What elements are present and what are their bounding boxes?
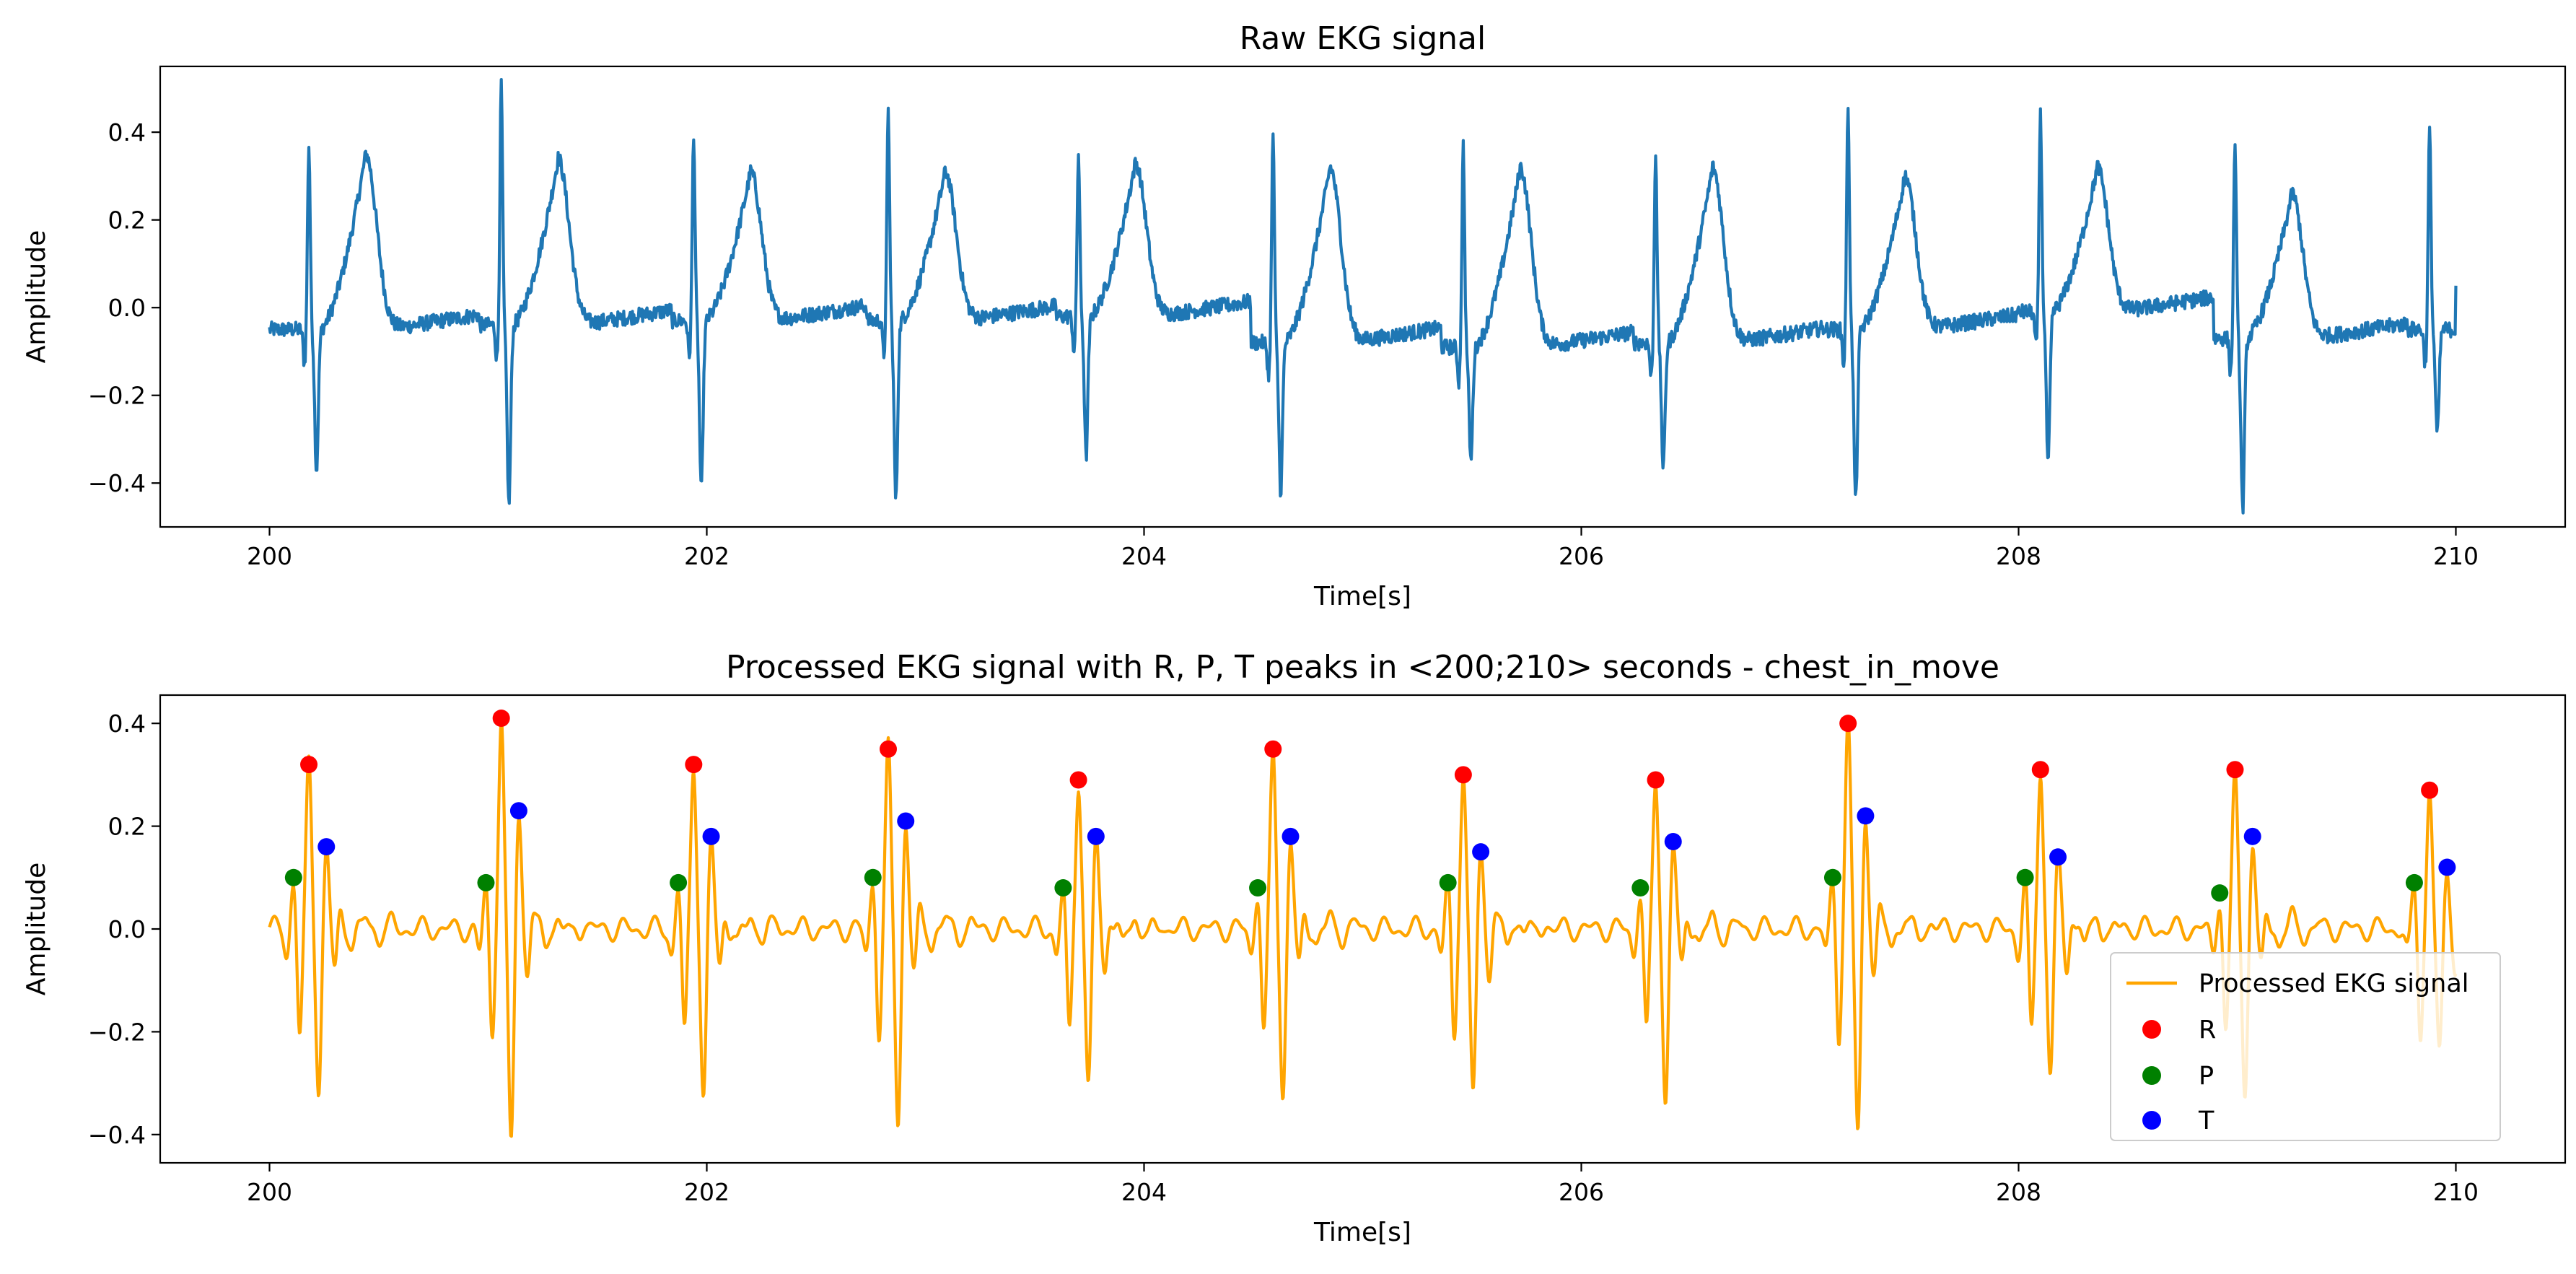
t-peak-point bbox=[2438, 858, 2456, 876]
p-peak-point bbox=[864, 868, 882, 886]
t-peak-point bbox=[2243, 827, 2261, 845]
p-peak-point bbox=[2016, 868, 2034, 886]
legend-label: R bbox=[2199, 1016, 2216, 1044]
t-peak-point bbox=[1282, 827, 1300, 845]
t-peak-point bbox=[897, 812, 915, 830]
t-peak-point bbox=[1472, 843, 1490, 861]
p-peak-point bbox=[284, 868, 302, 886]
y-tick-label: 0.4 bbox=[108, 118, 146, 147]
chart-title: Processed EKG signal with R, P, T peaks … bbox=[726, 649, 1999, 686]
p-peak-point bbox=[2405, 873, 2423, 891]
r-peak-point bbox=[1069, 771, 1087, 789]
p-peak-point bbox=[477, 873, 495, 891]
t-peak-point bbox=[2049, 848, 2067, 866]
t-peak-point bbox=[1087, 827, 1105, 845]
axes-frame bbox=[159, 65, 2567, 528]
y-axis-label: Amplitude bbox=[22, 863, 51, 995]
r-peak-point bbox=[1647, 771, 1665, 789]
legend-label: Processed EKG signal bbox=[2199, 969, 2469, 998]
x-tick-label: 204 bbox=[1121, 1178, 1167, 1206]
r-peak-point bbox=[1839, 715, 1857, 733]
y-axis-label: Amplitude bbox=[22, 230, 51, 363]
x-tick-label: 210 bbox=[2433, 1178, 2479, 1206]
p-peak-point bbox=[1631, 879, 1650, 897]
r-peak-point bbox=[2226, 761, 2244, 779]
p-peak-point bbox=[1249, 879, 1267, 897]
y-tick-label: −0.2 bbox=[88, 1018, 146, 1046]
x-axis-label: Time[s] bbox=[1313, 1218, 1411, 1247]
x-axis-label: Time[s] bbox=[1313, 582, 1411, 611]
p-peak-point bbox=[1054, 879, 1072, 897]
x-tick-label: 204 bbox=[1121, 542, 1167, 570]
legend-dot-swatch bbox=[2142, 1020, 2161, 1039]
x-tick-label: 206 bbox=[1559, 1178, 1604, 1206]
r-peak-point bbox=[2031, 761, 2049, 779]
x-tick-label: 208 bbox=[1996, 542, 2041, 570]
y-tick-label: 0.0 bbox=[108, 294, 146, 322]
t-peak-point bbox=[702, 827, 720, 845]
p-peak-point bbox=[1439, 873, 1457, 891]
r-peak-point bbox=[1264, 740, 1282, 758]
x-tick-label: 208 bbox=[1996, 1178, 2041, 1206]
p-peak-point bbox=[2211, 884, 2229, 902]
r-peak-point bbox=[879, 740, 897, 758]
y-tick-label: 0.2 bbox=[108, 206, 146, 235]
t-peak-point bbox=[1857, 807, 1875, 825]
raw-ekg-line bbox=[268, 78, 2458, 515]
legend-label: P bbox=[2199, 1062, 2214, 1091]
x-tick-label: 202 bbox=[684, 542, 730, 570]
r-peak-point bbox=[300, 756, 318, 774]
legend-box bbox=[2110, 952, 2501, 1141]
y-tick-label: −0.4 bbox=[88, 1121, 146, 1149]
axes-frame bbox=[159, 694, 2567, 1164]
y-tick-label: 0.0 bbox=[108, 915, 146, 943]
y-tick-label: −0.2 bbox=[88, 382, 146, 410]
y-tick-label: 0.4 bbox=[108, 710, 146, 738]
legend-dot-swatch bbox=[2142, 1066, 2161, 1085]
y-tick-label: 0.2 bbox=[108, 813, 146, 841]
legend-label: T bbox=[2198, 1107, 2214, 1135]
chart-title: Raw EKG signal bbox=[1240, 20, 1486, 57]
r-peak-point bbox=[1454, 766, 1472, 784]
r-peak-point bbox=[685, 756, 703, 774]
t-peak-point bbox=[509, 802, 527, 820]
x-tick-label: 210 bbox=[2433, 542, 2479, 570]
x-tick-label: 206 bbox=[1559, 542, 1604, 570]
t-peak-point bbox=[317, 838, 336, 856]
x-tick-label: 202 bbox=[684, 1178, 730, 1206]
r-peak-point bbox=[492, 710, 510, 728]
plot-area bbox=[268, 710, 2458, 1138]
legend: Processed EKG signal RPT bbox=[2110, 952, 2501, 1141]
plot-area bbox=[268, 78, 2458, 515]
p-peak-point bbox=[670, 873, 688, 891]
processed-ekg-line bbox=[268, 715, 2458, 1138]
legend-dot-swatch bbox=[2142, 1111, 2161, 1130]
x-tick-label: 200 bbox=[247, 1178, 292, 1206]
p-peak-point bbox=[1823, 868, 1841, 886]
t-peak-point bbox=[1664, 832, 1682, 850]
r-peak-point bbox=[2421, 781, 2439, 799]
y-tick-label: −0.4 bbox=[88, 469, 146, 497]
x-tick-label: 200 bbox=[247, 542, 292, 570]
